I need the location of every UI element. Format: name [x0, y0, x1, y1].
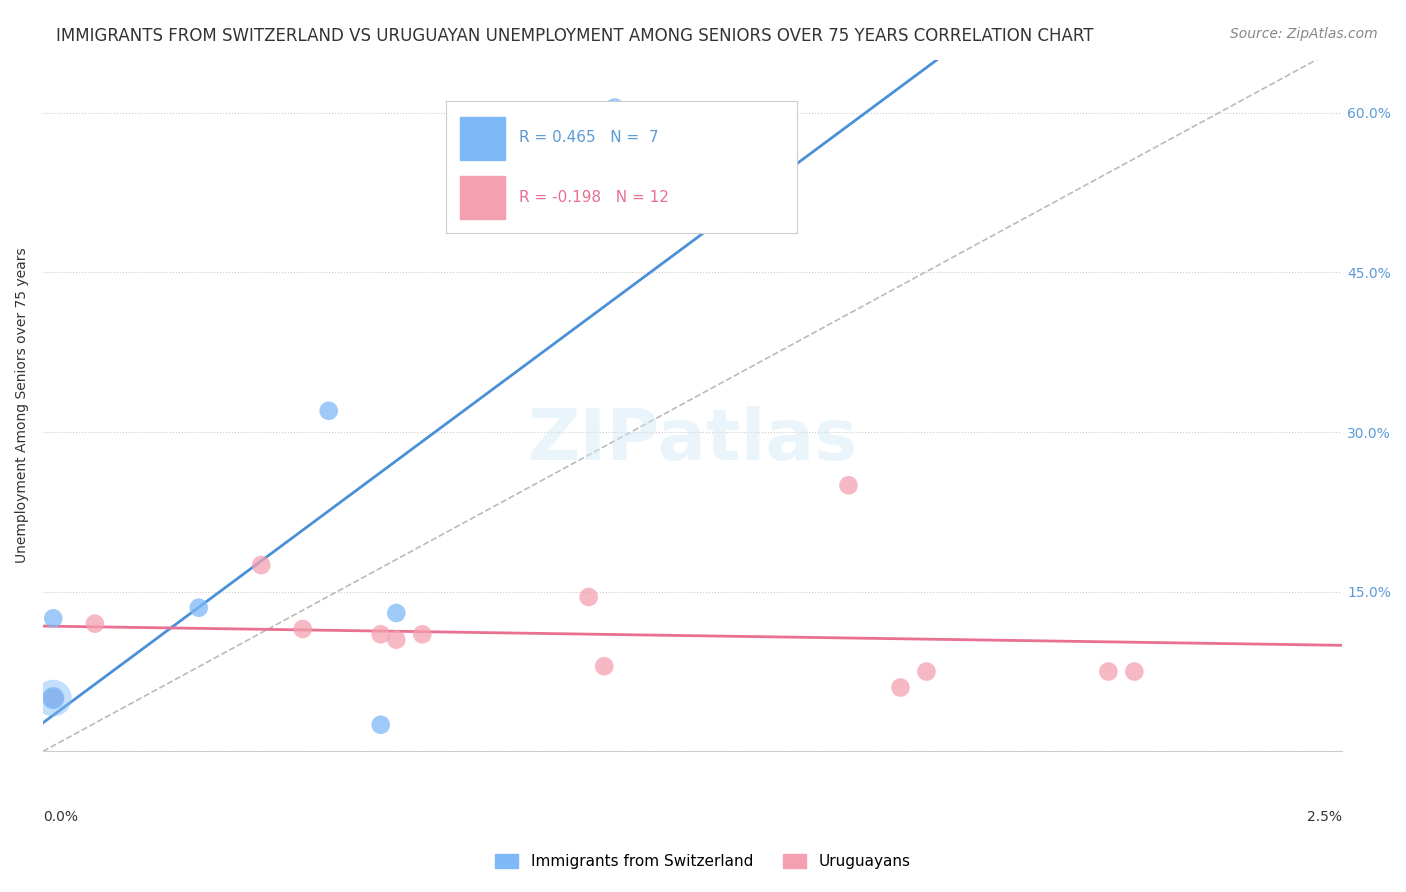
- Point: [318, 404, 340, 418]
- Point: [578, 590, 600, 604]
- Point: [42, 611, 65, 625]
- Point: [187, 600, 209, 615]
- Point: [250, 558, 273, 573]
- Point: [385, 606, 408, 620]
- Point: [291, 622, 314, 636]
- Legend: Immigrants from Switzerland, Uruguayans: Immigrants from Switzerland, Uruguayans: [489, 848, 917, 875]
- Text: Source: ZipAtlas.com: Source: ZipAtlas.com: [1230, 27, 1378, 41]
- Point: [1123, 665, 1146, 679]
- Point: [42, 691, 65, 706]
- Point: [411, 627, 433, 641]
- Point: [593, 659, 616, 673]
- Text: 0.0%: 0.0%: [44, 810, 77, 824]
- Point: [83, 616, 105, 631]
- Y-axis label: Unemployment Among Seniors over 75 years: Unemployment Among Seniors over 75 years: [15, 248, 30, 563]
- Text: IMMIGRANTS FROM SWITZERLAND VS URUGUAYAN UNEMPLOYMENT AMONG SENIORS OVER 75 YEAR: IMMIGRANTS FROM SWITZERLAND VS URUGUAYAN…: [56, 27, 1094, 45]
- Point: [370, 627, 392, 641]
- Point: [42, 691, 65, 706]
- Text: 2.5%: 2.5%: [1308, 810, 1343, 824]
- Point: [42, 691, 65, 706]
- Point: [1097, 665, 1119, 679]
- Text: ZIPatlas: ZIPatlas: [527, 406, 858, 475]
- Point: [42, 691, 65, 706]
- Point: [915, 665, 938, 679]
- Point: [385, 632, 408, 647]
- Point: [837, 478, 859, 492]
- Point: [603, 101, 626, 115]
- Point: [889, 681, 911, 695]
- Point: [370, 718, 392, 732]
